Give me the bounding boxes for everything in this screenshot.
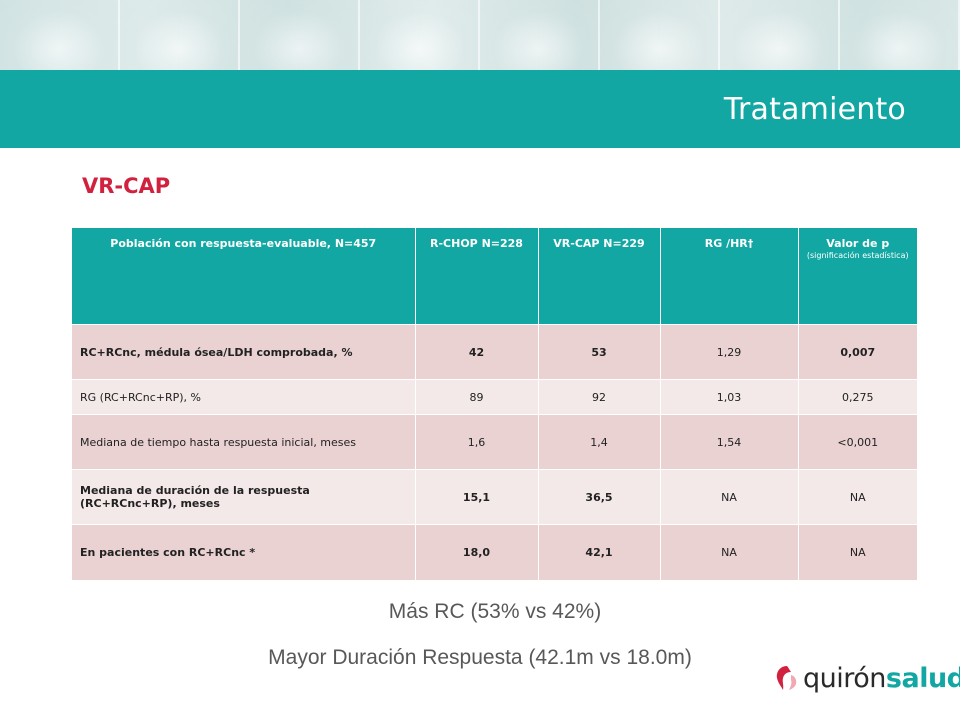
table-cell: 36,5: [538, 469, 661, 525]
table-cell: 42: [415, 324, 539, 380]
table-cell: 42,1: [538, 524, 661, 580]
table-cell: 92: [538, 379, 661, 415]
column-header: R-CHOP N=228: [415, 228, 539, 325]
table-row: Mediana de tiempo hasta respuesta inicia…: [72, 414, 917, 470]
table-cell: 89: [415, 379, 539, 415]
table-cell: NA: [798, 524, 917, 580]
quironsalud-logo: quirón salud: [774, 660, 960, 696]
column-header: Valor de p (significación estadística): [798, 228, 917, 325]
table-row: Mediana de duración de la respuesta (RC+…: [72, 469, 917, 525]
table-cell: 1,54: [660, 414, 799, 470]
column-header: VR-CAP N=229: [538, 228, 661, 325]
table-cell: 18,0: [415, 524, 539, 580]
column-header: RG /HR†: [660, 228, 799, 325]
table-cell: 0,007: [798, 324, 917, 380]
table-cell: Mediana de duración de la respuesta (RC+…: [72, 469, 416, 525]
table-cell: RC+RCnc, médula ósea/LDH comprobada, %: [72, 324, 416, 380]
table-row: RC+RCnc, médula ósea/LDH comprobada, % 4…: [72, 324, 917, 380]
table-cell: 0,275: [798, 379, 917, 415]
logo-mark-icon: [776, 666, 797, 690]
table-cell: RG (RC+RCnc+RP), %: [72, 379, 416, 415]
column-header-label: Valor de p: [826, 237, 890, 250]
table-row: En pacientes con RC+RCnc * 18,0 42,1 NA …: [72, 524, 917, 580]
table-cell: Mediana de tiempo hasta respuesta inicia…: [72, 414, 416, 470]
section-subtitle: VR-CAP: [82, 174, 171, 198]
column-header: Población con respuesta-evaluable, N=457: [72, 228, 416, 325]
conclusion-line-1: Más RC (53% vs 42%): [388, 600, 602, 623]
table-cell: NA: [660, 524, 799, 580]
slide-title: Tratamiento: [723, 92, 906, 127]
table-cell: 1,29: [660, 324, 799, 380]
table-cell: 15,1: [415, 469, 539, 525]
table-cell: 1,4: [538, 414, 661, 470]
table-cell: <0,001: [798, 414, 917, 470]
table-header-row: Población con respuesta-evaluable, N=457…: [72, 228, 917, 325]
column-header-sub: (significación estadística): [806, 251, 909, 260]
logo-text-part1: quirón: [803, 662, 886, 694]
table-cell: 53: [538, 324, 661, 380]
header-photo-strip: [0, 0, 960, 70]
logo-text-part2: salud: [885, 662, 960, 694]
results-table: Población con respuesta-evaluable, N=457…: [72, 228, 917, 580]
table-cell: 1,03: [660, 379, 799, 415]
table-cell: NA: [660, 469, 799, 525]
table-cell: 1,6: [415, 414, 539, 470]
table-cell: NA: [798, 469, 917, 525]
title-band: [0, 70, 960, 148]
table-row: RG (RC+RCnc+RP), % 89 92 1,03 0,275: [72, 379, 917, 415]
conclusion-line-2: Mayor Duración Respuesta (42.1m vs 18.0m…: [268, 646, 692, 669]
table-cell: En pacientes con RC+RCnc *: [72, 524, 416, 580]
